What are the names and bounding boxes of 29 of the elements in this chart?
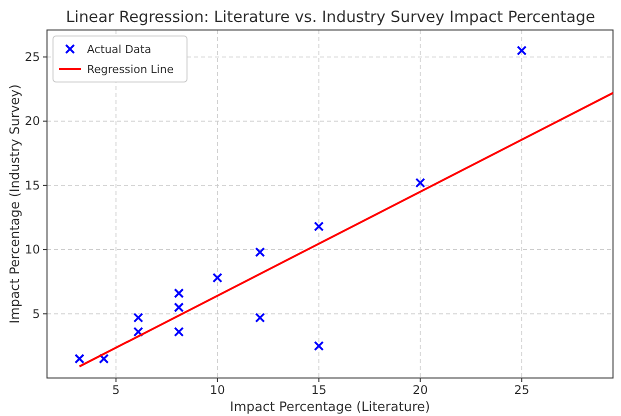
x-tick-label: 10 <box>210 383 226 397</box>
x-tick-label: 25 <box>514 383 530 397</box>
point <box>133 326 144 337</box>
point <box>174 302 184 312</box>
point <box>174 288 184 298</box>
x-axis-title: Impact Percentage (Literature) <box>230 400 430 415</box>
y-tick-label: 25 <box>24 50 40 64</box>
point <box>516 46 527 56</box>
chart-title: Linear Regression: Literature vs. Industry Survey Impact Percentage <box>66 8 596 26</box>
x-tick-label: 20 <box>412 383 428 397</box>
point <box>133 312 144 323</box>
y-tick-label: 15 <box>24 178 40 192</box>
legend-label: Actual Data <box>87 43 152 56</box>
point <box>415 178 426 188</box>
point <box>255 312 266 323</box>
point <box>255 247 266 258</box>
point <box>212 272 222 283</box>
y-tick-label: 5 <box>32 306 40 321</box>
point <box>74 354 84 364</box>
legend-label: Regression Line <box>87 63 174 76</box>
point <box>314 340 324 351</box>
point <box>314 221 324 232</box>
y-tick-label: 10 <box>24 242 40 257</box>
y-axis-title: Impact Percentage (Industry Survey) <box>8 84 23 324</box>
y-tick-label: 20 <box>24 114 40 128</box>
x-tick-label: 5 <box>112 383 120 397</box>
point <box>174 326 184 337</box>
point <box>98 354 109 364</box>
x-tick-label: 15 <box>311 383 326 397</box>
